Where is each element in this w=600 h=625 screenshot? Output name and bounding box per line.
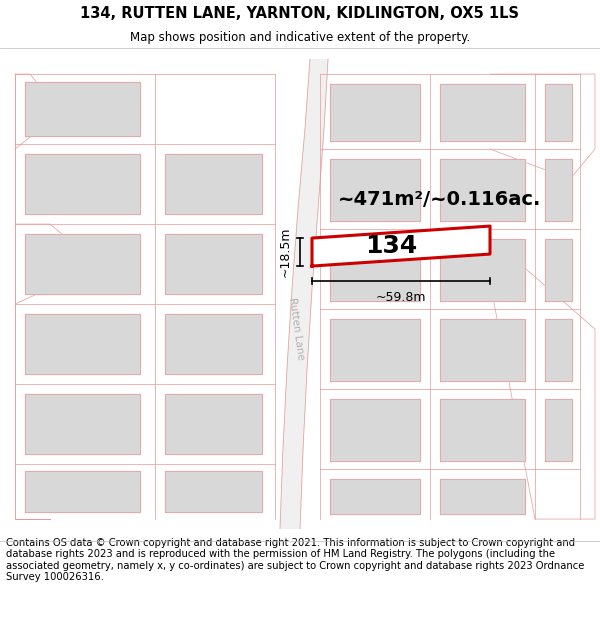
Text: 134: 134	[365, 234, 417, 258]
Polygon shape	[280, 59, 328, 529]
Polygon shape	[165, 154, 262, 214]
Text: 134, RUTTEN LANE, YARNTON, KIDLINGTON, OX5 1LS: 134, RUTTEN LANE, YARNTON, KIDLINGTON, O…	[80, 6, 520, 21]
Polygon shape	[330, 319, 420, 381]
Polygon shape	[330, 239, 420, 301]
Polygon shape	[545, 399, 572, 461]
Polygon shape	[165, 234, 262, 294]
Polygon shape	[25, 471, 140, 512]
Polygon shape	[25, 154, 140, 214]
Polygon shape	[440, 239, 525, 301]
Text: ~471m²/~0.116ac.: ~471m²/~0.116ac.	[338, 189, 542, 209]
Text: Rutten Lane: Rutten Lane	[287, 298, 305, 361]
Polygon shape	[440, 399, 525, 461]
Polygon shape	[25, 234, 140, 294]
Polygon shape	[545, 159, 572, 221]
Text: Contains OS data © Crown copyright and database right 2021. This information is : Contains OS data © Crown copyright and d…	[6, 538, 584, 582]
Polygon shape	[545, 84, 572, 141]
Text: Map shows position and indicative extent of the property.: Map shows position and indicative extent…	[130, 31, 470, 44]
Polygon shape	[330, 84, 420, 141]
Text: ~18.5m: ~18.5m	[279, 227, 292, 278]
Polygon shape	[165, 394, 262, 454]
Polygon shape	[440, 479, 525, 514]
Polygon shape	[330, 159, 420, 221]
Polygon shape	[312, 226, 490, 266]
Polygon shape	[440, 84, 525, 141]
Text: ~59.8m: ~59.8m	[376, 291, 426, 304]
Polygon shape	[440, 159, 525, 221]
Polygon shape	[25, 314, 140, 374]
Polygon shape	[545, 239, 572, 301]
Polygon shape	[545, 319, 572, 381]
Polygon shape	[440, 319, 525, 381]
Polygon shape	[330, 399, 420, 461]
Polygon shape	[165, 471, 262, 512]
Polygon shape	[165, 314, 262, 374]
Polygon shape	[25, 82, 140, 136]
Polygon shape	[330, 479, 420, 514]
Polygon shape	[25, 394, 140, 454]
